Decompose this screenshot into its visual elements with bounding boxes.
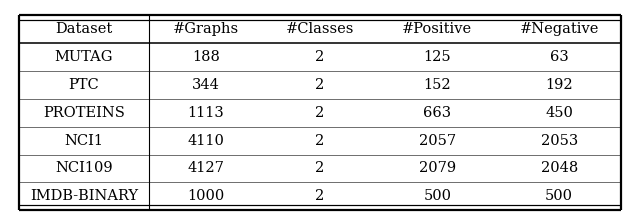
Text: 2: 2 [316, 50, 324, 64]
Text: 188: 188 [192, 50, 220, 64]
Text: #Negative: #Negative [520, 22, 599, 36]
Text: 2048: 2048 [541, 161, 578, 175]
Text: PROTEINS: PROTEINS [43, 106, 125, 120]
Text: 2: 2 [316, 189, 324, 203]
Text: IMDB-BINARY: IMDB-BINARY [30, 189, 138, 203]
Text: 2: 2 [316, 161, 324, 175]
Text: 63: 63 [550, 50, 568, 64]
Text: 192: 192 [545, 78, 573, 92]
Text: 2: 2 [316, 134, 324, 148]
Text: NCI109: NCI109 [55, 161, 113, 175]
Text: 500: 500 [545, 189, 573, 203]
Text: NCI1: NCI1 [65, 134, 104, 148]
Text: 2: 2 [316, 78, 324, 92]
Text: 2: 2 [316, 106, 324, 120]
Text: PTC: PTC [68, 78, 99, 92]
Text: 125: 125 [424, 50, 451, 64]
Text: MUTAG: MUTAG [54, 50, 113, 64]
Text: 663: 663 [423, 106, 451, 120]
Text: 4127: 4127 [188, 161, 224, 175]
Text: 500: 500 [423, 189, 451, 203]
Text: 450: 450 [545, 106, 573, 120]
Text: 344: 344 [192, 78, 220, 92]
Text: 2079: 2079 [419, 161, 456, 175]
Text: 1113: 1113 [188, 106, 224, 120]
Text: Dataset: Dataset [55, 22, 113, 36]
Text: 2053: 2053 [541, 134, 578, 148]
Text: 4110: 4110 [188, 134, 224, 148]
Text: #Positive: #Positive [403, 22, 472, 36]
Text: #Graphs: #Graphs [173, 22, 239, 36]
Text: 2057: 2057 [419, 134, 456, 148]
Text: 1000: 1000 [187, 189, 225, 203]
Text: #Classes: #Classes [286, 22, 354, 36]
Text: 152: 152 [424, 78, 451, 92]
